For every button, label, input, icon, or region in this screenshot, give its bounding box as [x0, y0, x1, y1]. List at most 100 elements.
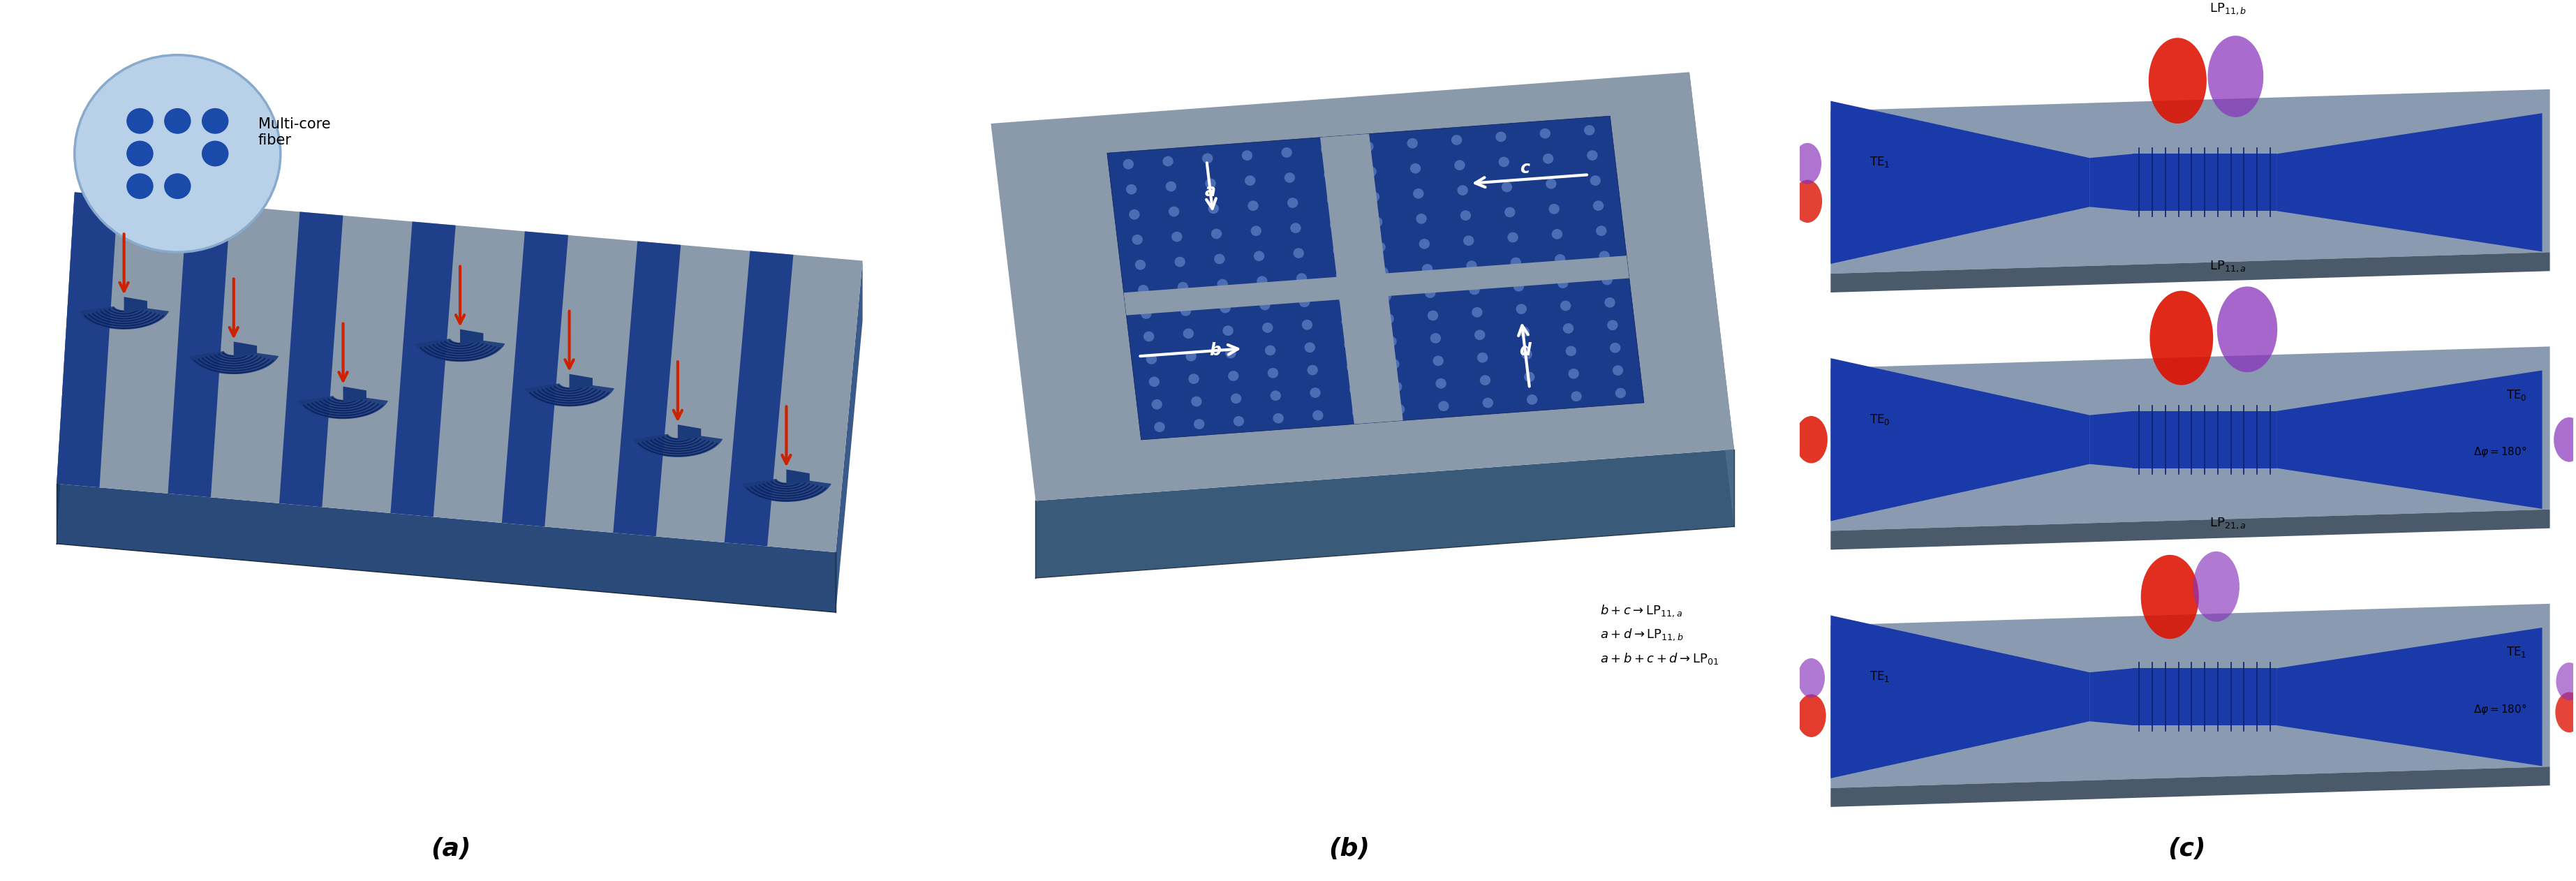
Circle shape: [1605, 298, 1615, 307]
Circle shape: [1473, 329, 1486, 340]
Polygon shape: [569, 374, 592, 390]
Circle shape: [1332, 245, 1345, 255]
Circle shape: [1414, 189, 1425, 199]
Circle shape: [1298, 297, 1309, 307]
Polygon shape: [124, 297, 147, 313]
Ellipse shape: [2208, 36, 2264, 117]
Circle shape: [165, 108, 191, 134]
Text: (c): (c): [2166, 837, 2205, 861]
Polygon shape: [57, 192, 118, 487]
Circle shape: [1561, 300, 1571, 311]
Circle shape: [1136, 260, 1146, 270]
Circle shape: [1234, 416, 1244, 426]
Circle shape: [1321, 144, 1332, 155]
Polygon shape: [1108, 136, 1363, 304]
Polygon shape: [80, 307, 170, 329]
Polygon shape: [2133, 669, 2277, 725]
Circle shape: [1213, 254, 1224, 264]
Circle shape: [1244, 175, 1255, 186]
Circle shape: [1352, 407, 1363, 418]
Circle shape: [1193, 419, 1206, 429]
Circle shape: [1461, 211, 1471, 220]
Circle shape: [1517, 304, 1528, 315]
Ellipse shape: [2553, 418, 2576, 462]
Circle shape: [1373, 217, 1383, 227]
Circle shape: [1548, 204, 1558, 214]
Text: $\mathrm{TE}_1$: $\mathrm{TE}_1$: [1870, 155, 1891, 169]
Circle shape: [1128, 210, 1139, 219]
Circle shape: [1435, 378, 1445, 389]
Polygon shape: [2277, 370, 2543, 509]
Circle shape: [1476, 352, 1489, 363]
Polygon shape: [2277, 113, 2543, 252]
Polygon shape: [392, 221, 456, 517]
Circle shape: [1293, 248, 1303, 258]
Circle shape: [1141, 308, 1151, 319]
Circle shape: [1342, 317, 1352, 327]
Circle shape: [1265, 345, 1275, 356]
Polygon shape: [57, 484, 835, 612]
Text: $\mathrm{TE}_0$: $\mathrm{TE}_0$: [2506, 388, 2527, 402]
Text: $\mathrm{TE}_1$: $\mathrm{TE}_1$: [2506, 645, 2527, 659]
Ellipse shape: [1798, 658, 1824, 698]
Polygon shape: [1126, 286, 1378, 440]
Text: (a): (a): [430, 837, 471, 861]
Circle shape: [1458, 185, 1468, 196]
Circle shape: [1386, 337, 1396, 346]
Polygon shape: [415, 338, 505, 362]
Circle shape: [1149, 376, 1159, 387]
Circle shape: [1365, 167, 1376, 177]
Polygon shape: [835, 261, 863, 612]
Polygon shape: [634, 434, 724, 457]
Circle shape: [1172, 232, 1182, 242]
Circle shape: [1175, 256, 1185, 267]
Circle shape: [1455, 160, 1466, 170]
Circle shape: [1468, 285, 1479, 295]
Circle shape: [1139, 285, 1149, 295]
Polygon shape: [1036, 449, 1734, 578]
Polygon shape: [992, 72, 1734, 500]
Circle shape: [1162, 156, 1172, 167]
Circle shape: [1301, 320, 1314, 330]
Polygon shape: [1123, 255, 1628, 315]
Polygon shape: [786, 470, 809, 485]
Circle shape: [1337, 270, 1347, 280]
Circle shape: [1528, 395, 1538, 404]
Text: Multi-core
fiber: Multi-core fiber: [258, 117, 330, 147]
Circle shape: [1208, 204, 1218, 214]
Ellipse shape: [2218, 286, 2277, 372]
Circle shape: [1613, 366, 1623, 375]
Circle shape: [1471, 307, 1481, 317]
Circle shape: [1522, 349, 1533, 359]
Circle shape: [1211, 229, 1221, 239]
Polygon shape: [1832, 346, 2550, 531]
Ellipse shape: [1795, 694, 1826, 737]
Circle shape: [1504, 207, 1515, 218]
Circle shape: [1615, 388, 1625, 398]
Circle shape: [1345, 339, 1355, 350]
Circle shape: [1368, 192, 1381, 202]
Text: $\Delta\varphi=180°$: $\Delta\varphi=180°$: [2473, 445, 2527, 459]
Circle shape: [1394, 404, 1404, 414]
Circle shape: [126, 108, 155, 134]
Circle shape: [1587, 151, 1597, 160]
Circle shape: [1497, 131, 1507, 142]
Circle shape: [1267, 368, 1278, 378]
Circle shape: [1306, 365, 1319, 375]
Circle shape: [1231, 394, 1242, 403]
Circle shape: [1327, 195, 1337, 205]
Polygon shape: [2133, 154, 2277, 211]
Circle shape: [1260, 300, 1270, 310]
Polygon shape: [188, 352, 278, 374]
Ellipse shape: [1795, 416, 1826, 463]
Circle shape: [1131, 234, 1144, 245]
Circle shape: [1540, 129, 1551, 138]
Polygon shape: [167, 202, 229, 497]
Circle shape: [1584, 125, 1595, 136]
Polygon shape: [234, 342, 258, 358]
Circle shape: [1280, 147, 1293, 158]
Circle shape: [1229, 371, 1239, 381]
Circle shape: [1406, 138, 1417, 148]
Circle shape: [1564, 323, 1574, 334]
Polygon shape: [2089, 669, 2133, 725]
